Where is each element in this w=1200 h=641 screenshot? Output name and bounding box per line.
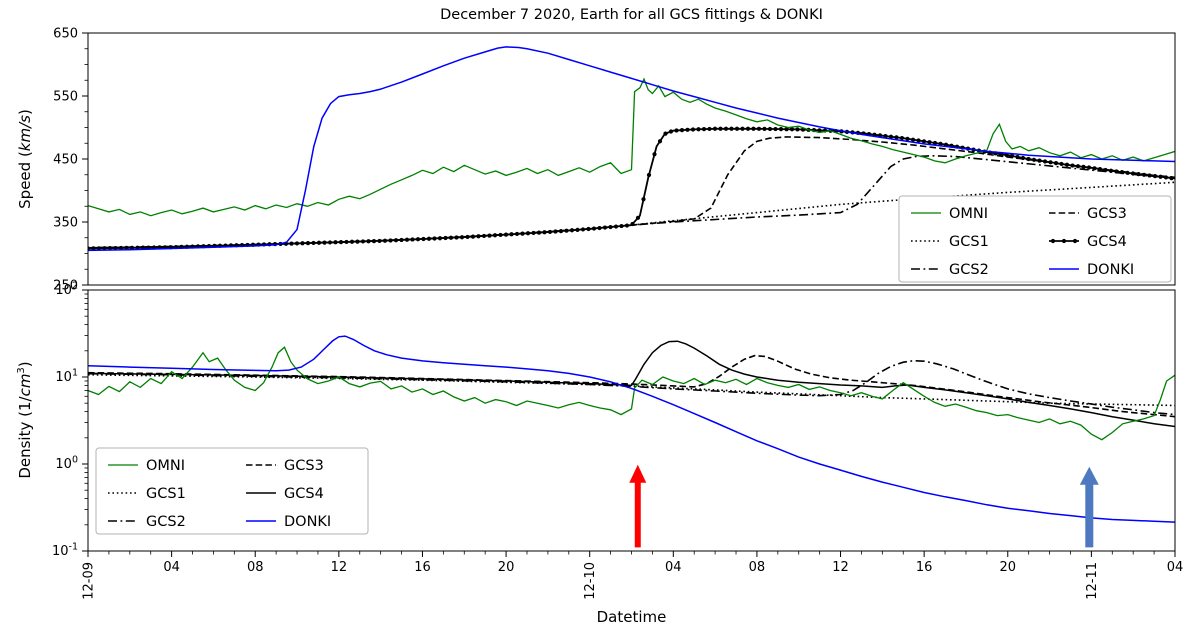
legend-label-donki: DONKI [1087, 262, 1134, 278]
x-axis-label: Datetime [596, 608, 667, 626]
legend-label-gcs1: GCS1 [949, 234, 989, 250]
blue-arrow [1079, 466, 1099, 548]
x-tick-label: 20 [999, 560, 1016, 575]
density-tick-label: 100 [55, 455, 78, 473]
x-tick-label: 12 [331, 560, 348, 575]
legend-panel-1: OMNI GCS1 GCS2 GCS3 GCS4 DONKI [95, 447, 369, 535]
series-gcs4-panel-1 [88, 340, 1175, 428]
series-gcs2-panel-1 [88, 359, 1175, 416]
speed-tick-label: 450 [53, 153, 78, 168]
speed-tick-label: 550 [53, 90, 78, 105]
x-tick-label: 04 [163, 560, 180, 575]
speed-axis-label: Speed (km/s) [16, 109, 34, 209]
legend-label-gcs2: GCS2 [146, 514, 186, 530]
x-tick-label: 04 [665, 560, 682, 575]
panel-0-series [88, 46, 1175, 252]
legend-label-omni: OMNI [146, 458, 185, 474]
legend-label-gcs4: GCS4 [1087, 234, 1127, 250]
density-tick-label: 10-1 [52, 542, 78, 560]
x-tick-label: 12 [832, 560, 849, 575]
series-omni-panel-0 [88, 77, 1175, 217]
legend-label-gcs3: GCS3 [284, 458, 324, 474]
density-axis-label: Density (1/cm3) [16, 361, 34, 479]
legend-panel-0: OMNI GCS1 GCS2 GCS3 GCS4 DONKI [898, 195, 1172, 283]
x-tick-label: 12-09 [82, 562, 97, 600]
x-tick-label: 16 [916, 560, 933, 575]
red-arrow [629, 464, 647, 548]
x-tick-label: 08 [247, 560, 264, 575]
legend-label-omni: OMNI [949, 206, 988, 222]
legend-label-donki: DONKI [284, 514, 331, 530]
x-tick-label: 20 [498, 560, 515, 575]
legend-label-gcs1: GCS1 [146, 486, 186, 502]
legend-label-gcs3: GCS3 [1087, 206, 1127, 222]
density-tick-label: 101 [55, 368, 78, 386]
series-omni-panel-1 [88, 346, 1175, 441]
panel-1-series [88, 335, 1175, 523]
legend-label-gcs2: GCS2 [949, 262, 989, 278]
series-donki-panel-1 [88, 335, 1175, 523]
chart-title: December 7 2020, Earth for all GCS fitti… [440, 7, 823, 23]
speed-tick-label: 350 [53, 216, 78, 231]
speed-tick-label: 650 [53, 27, 78, 42]
legend-label-gcs4: GCS4 [284, 486, 324, 502]
x-tick-label: 16 [414, 560, 431, 575]
series-gcs1-panel-1 [88, 374, 1175, 407]
x-tick-label: 12-10 [583, 562, 598, 600]
series-gcs3-panel-1 [88, 354, 1175, 418]
x-tick-label: 04 [1167, 560, 1184, 575]
density-tick-label: 102 [55, 281, 78, 299]
x-tick-label: 08 [749, 560, 766, 575]
x-tick-label: 12-11 [1085, 562, 1100, 600]
speed-tick-label: 250 [53, 279, 78, 294]
series-donki-panel-0 [88, 46, 1175, 252]
